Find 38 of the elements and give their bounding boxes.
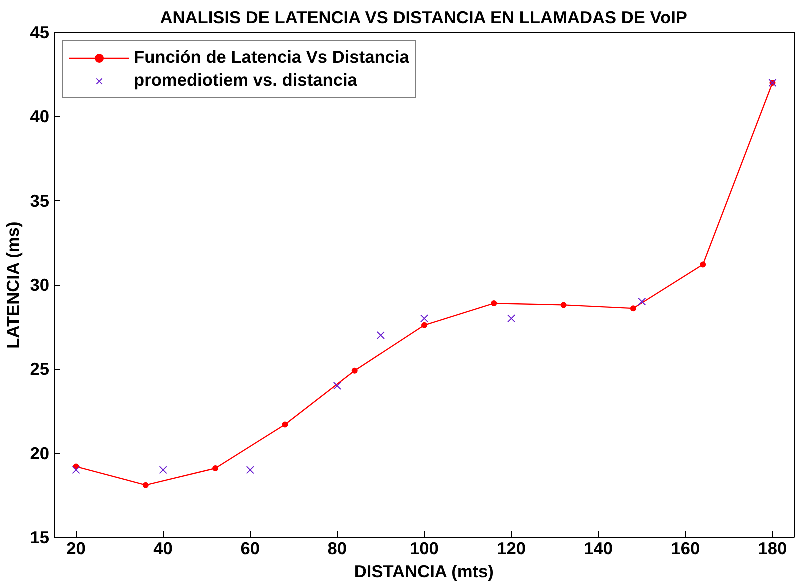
point (422, 322, 428, 328)
point (560, 302, 567, 308)
y-tick-label: 40 (30, 106, 50, 127)
point (212, 465, 219, 472)
point (333, 382, 342, 390)
point (491, 300, 498, 307)
point (700, 262, 706, 268)
y-tick-label: 25 (30, 359, 50, 380)
point (72, 466, 80, 474)
point (638, 298, 646, 306)
point (282, 422, 288, 428)
x-tick-label: 80 (328, 538, 348, 558)
x-tick-label: 120 (497, 538, 526, 558)
y-axis-title: LATENCIA (ms) (3, 222, 24, 349)
y-tick-label: 35 (30, 190, 50, 211)
point (420, 314, 429, 323)
y-tick-label: 45 (30, 22, 50, 42)
y-tick-label: 15 (30, 528, 50, 548)
x-tick-label: 60 (240, 538, 260, 558)
x-axis-title: DISTANCIA (mts) (354, 562, 494, 582)
point (159, 466, 168, 474)
point (508, 314, 516, 323)
y-tick-label: 30 (30, 275, 50, 295)
x-tick-label: 40 (154, 538, 173, 558)
x-tick-label: 100 (410, 538, 439, 558)
y-tick-label: 20 (30, 443, 50, 464)
point (246, 466, 254, 474)
point (630, 306, 636, 312)
point (376, 331, 386, 340)
x-tick-label: 180 (758, 538, 788, 558)
point (352, 368, 358, 374)
legend-label: Función de Latencia Vs Distancia (134, 47, 410, 68)
legend-label: promediotiem vs. distancia (134, 70, 358, 91)
x-tick-label: 140 (584, 538, 614, 558)
x-tick-label: 160 (671, 538, 700, 558)
chart-title: ANALISIS DE LATENCIA VS DISTANCIA EN LLAMADAS DE VoIP (160, 8, 688, 28)
x-tick-label: 20 (66, 538, 86, 558)
point (142, 482, 149, 488)
